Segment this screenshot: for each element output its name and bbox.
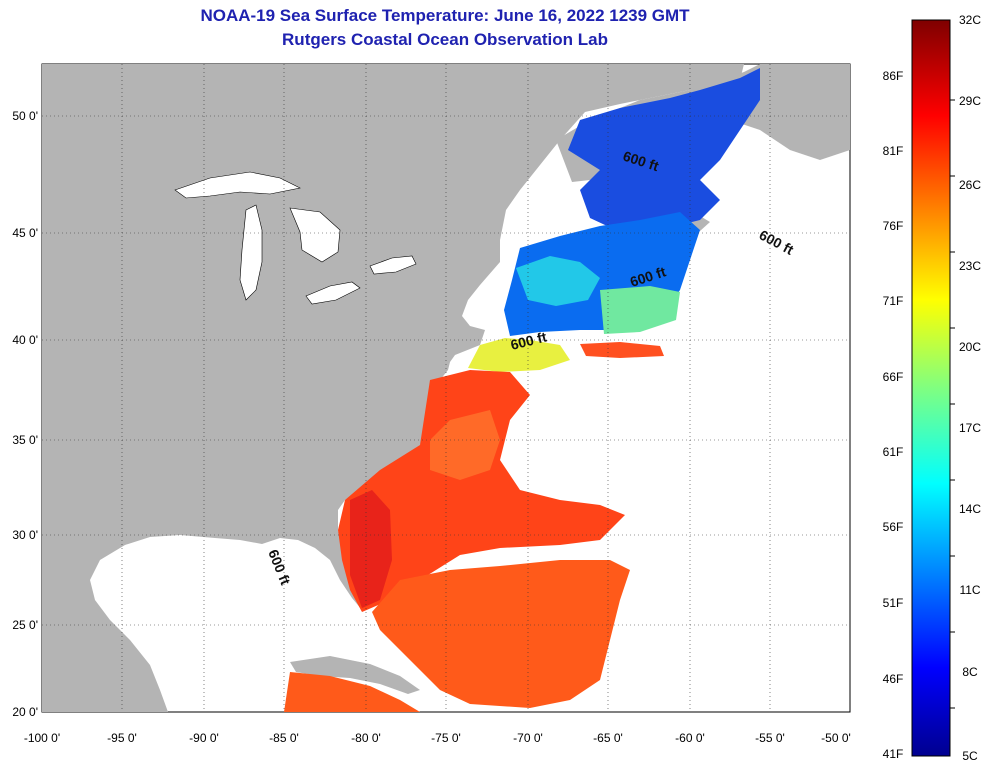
colorbar-f-label: 41F — [883, 747, 904, 761]
sst-slope-green — [600, 286, 680, 334]
colorbar-c-label: 14C — [959, 502, 981, 516]
lake-superior — [174, 171, 301, 199]
lon-tick-label: -90 0' — [189, 731, 219, 745]
lat-tick-label: 45 0' — [12, 226, 38, 240]
map-subtitle: Rutgers Coastal Ocean Observation Lab — [282, 30, 608, 49]
cuba-land — [290, 656, 420, 694]
colorbar-f-label: 76F — [883, 219, 904, 233]
colorbar-c-label: 32C — [959, 13, 981, 27]
lake-erie — [305, 281, 361, 305]
colorbar-f-label: 51F — [883, 596, 904, 610]
lake-ontario — [369, 255, 417, 275]
sst-warm-inner — [430, 410, 500, 480]
lon-tick-label: -70 0' — [513, 731, 543, 745]
lake-huron — [289, 207, 341, 263]
sst-mid-atlantic — [468, 338, 570, 372]
colorbar-ticks — [950, 99, 955, 709]
colorbar-c-label: 11C — [959, 583, 980, 597]
colorbar-c-label: 23C — [959, 259, 981, 273]
colorbar-f-label: 61F — [883, 445, 904, 459]
lon-tick-label: -95 0' — [107, 731, 137, 745]
colorbar — [911, 19, 951, 757]
lon-tick-label: -75 0' — [431, 731, 461, 745]
colorbar-c-label: 29C — [959, 94, 981, 108]
colorbar-f-label: 81F — [883, 144, 904, 158]
lat-tick-label: 50 0' — [12, 109, 38, 123]
lon-tick-label: -55 0' — [755, 731, 785, 745]
lon-tick-label: -50 0' — [821, 731, 851, 745]
sst-warm-southeast — [338, 370, 625, 612]
lat-tick-label: 40 0' — [12, 333, 38, 347]
colorbar-c-label: 26C — [959, 178, 981, 192]
sst-florida-east — [350, 490, 392, 608]
lon-tick-label: -60 0' — [675, 731, 705, 745]
lat-tick-label: 35 0' — [12, 433, 38, 447]
gridlines — [42, 64, 850, 712]
lake-michigan — [239, 204, 263, 301]
sst-caribbean-south — [284, 672, 420, 712]
colorbar-c-label: 17C — [959, 421, 981, 435]
colorbar-c-label: 8C — [962, 665, 978, 679]
colorbar-f-label: 71F — [883, 294, 904, 308]
sst-warm-caribbean — [372, 560, 630, 708]
colorbar-c-label: 5C — [962, 749, 978, 763]
lat-tick-label: 20 0' — [12, 705, 38, 719]
colorbar-f-label: 86F — [883, 69, 904, 83]
colorbar-f-label: 66F — [883, 370, 904, 384]
lat-tick-label: 30 0' — [12, 528, 38, 542]
sst-gulfstream-north — [580, 342, 664, 358]
sst-gulf-st-lawrence — [568, 68, 760, 232]
lon-tick-label: -80 0' — [351, 731, 381, 745]
map-title: NOAA-19 Sea Surface Temperature: June 16… — [200, 6, 690, 25]
colorbar-f-label: 56F — [883, 520, 904, 534]
lon-tick-label: -100 0' — [24, 731, 60, 745]
north-america-land — [42, 64, 744, 712]
lat-tick-label: 25 0' — [12, 618, 38, 632]
lon-tick-label: -85 0' — [269, 731, 299, 745]
colorbar-f-label: 46F — [883, 672, 904, 686]
lon-tick-label: -65 0' — [593, 731, 623, 745]
sst-maine-gulf — [516, 256, 600, 306]
colorbar-c-label: 20C — [959, 340, 981, 354]
